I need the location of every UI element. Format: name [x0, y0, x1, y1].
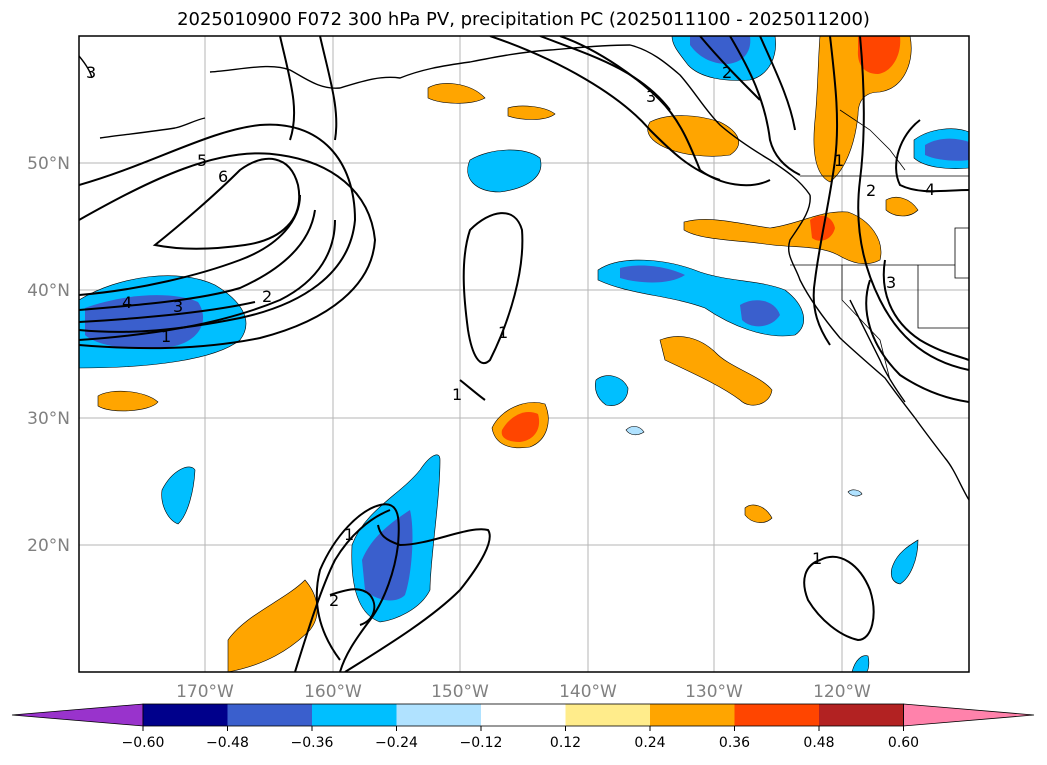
colorbar-extend-low — [11, 703, 144, 727]
contour-label: 3 — [886, 273, 896, 292]
borders — [790, 109, 969, 381]
precip-shading — [79, 36, 969, 672]
map-area: 5 6 2 4 3 1 1 1 1 2 1 3 2 1 2 4 3 3 — [79, 36, 969, 672]
lat-label-30n: 30°N — [27, 409, 70, 429]
map-title: 2025010900 F072 300 hPa PV, precipitatio… — [177, 9, 870, 30]
contour-label: 1 — [344, 525, 354, 544]
lon-label-170w: 170°W — [176, 682, 234, 702]
colorbar-tick-label: −0.60 — [122, 735, 165, 751]
colorbar-segment — [650, 704, 735, 726]
contour-label: 1 — [161, 327, 171, 346]
contour-label: 2 — [866, 181, 876, 200]
colorbar-segment — [143, 704, 228, 726]
lon-label-150w: 150°W — [431, 682, 489, 702]
colorbar-tick-label: 0.48 — [803, 735, 834, 751]
colorbar-segment — [734, 704, 819, 726]
contour-labels: 5 6 2 4 3 1 1 1 1 2 1 3 2 1 2 4 3 3 — [86, 63, 935, 610]
lon-label-140w: 140°W — [559, 682, 617, 702]
lat-label-20n: 20°N — [27, 536, 70, 556]
colorbar: −0.60 −0.48 −0.36 −0.24 −0.12 0.12 0.24 0.36 0.4… — [11, 703, 1035, 751]
contour-label: 1 — [812, 549, 822, 568]
lon-label-160w: 160°W — [304, 682, 362, 702]
colorbar-segment — [819, 704, 904, 726]
colorbar-tick-label: 0.60 — [888, 735, 919, 751]
colorbar-tick-label: 0.24 — [634, 735, 665, 751]
colorbar-tick-label: −0.12 — [460, 735, 503, 751]
contour-label: 5 — [197, 151, 207, 170]
colorbar-tick-label: 0.36 — [719, 735, 750, 751]
lon-labels: 170°W 160°W 150°W 140°W 130°W 120°W — [176, 682, 871, 702]
contour-label: 3 — [173, 297, 183, 316]
lat-label-40n: 40°N — [27, 281, 70, 301]
contour-label: 2 — [722, 63, 732, 82]
contour-label: 3 — [86, 63, 96, 82]
contour-label: 1 — [498, 323, 508, 342]
colorbar-tick-label: −0.36 — [291, 735, 334, 751]
colorbar-outline — [142, 703, 904, 727]
colorbar-tick-label: −0.24 — [375, 735, 418, 751]
contour-label: 3 — [646, 87, 656, 106]
colorbar-segments — [11, 703, 1035, 727]
colorbar-segment — [565, 704, 650, 726]
pv-contours — [79, 36, 969, 672]
contour-label: 1 — [452, 385, 462, 404]
lon-label-120w: 120°W — [813, 682, 871, 702]
contour-label: 2 — [329, 591, 339, 610]
contour-label: 2 — [262, 287, 272, 306]
colorbar-segment — [481, 704, 566, 726]
colorbar-ticks: −0.60 −0.48 −0.36 −0.24 −0.12 0.12 0.24 0.36 0.4… — [122, 726, 919, 751]
colorbar-segment — [396, 704, 481, 726]
colorbar-tick-label: 0.12 — [550, 735, 581, 751]
colorbar-segment — [312, 704, 397, 726]
contour-label: 4 — [122, 293, 132, 312]
contour-label: 4 — [925, 180, 935, 199]
colorbar-tick-label: −0.48 — [206, 735, 249, 751]
contour-label: 1 — [834, 151, 844, 170]
colorbar-extend-high — [903, 703, 1035, 727]
lon-label-130w: 130°W — [685, 682, 743, 702]
lat-label-50n: 50°N — [27, 154, 70, 174]
colorbar-segment — [227, 704, 312, 726]
lat-labels: 50°N 40°N 30°N 20°N — [27, 154, 70, 556]
map-frame — [78, 35, 970, 673]
contour-label: 6 — [218, 167, 228, 186]
